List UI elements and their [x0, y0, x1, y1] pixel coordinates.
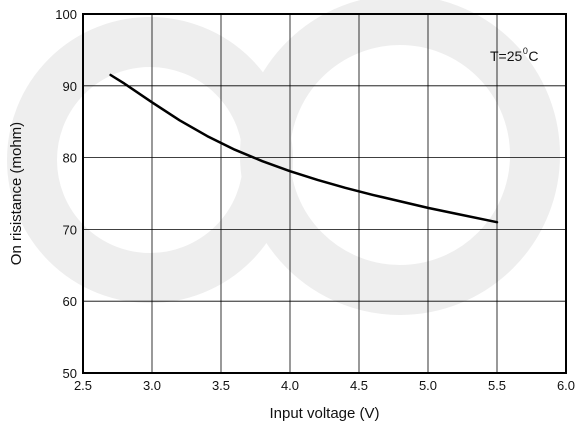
series-line	[109, 73, 499, 224]
plot-frame	[82, 13, 567, 374]
annotation-superscript: 0	[523, 46, 528, 56]
x-tick-label: 3.5	[212, 378, 230, 393]
x-tick-label: 3.0	[143, 378, 161, 393]
y-tick-label: 80	[63, 151, 77, 166]
x-tick-labels: 2.5 3.0 3.5 4.0 4.5 5.0 5.5 6.0	[74, 378, 575, 393]
y-tick-label: 50	[63, 366, 77, 381]
x-axis-label: Input voltage (V)	[269, 405, 379, 422]
x-tick-label: 4.5	[350, 378, 368, 393]
x-tick-label: 2.5	[74, 378, 92, 393]
y-tick-label: 70	[63, 222, 77, 237]
y-axis-label: On risistance (mohm)	[8, 122, 25, 265]
y-tick-label: 90	[63, 79, 77, 94]
watermark-ring	[240, 0, 560, 315]
annotation-suffix: C	[528, 48, 538, 64]
watermark-circles	[7, 0, 560, 315]
x-tick-label: 6.0	[557, 378, 575, 393]
x-tick-label: 4.0	[281, 378, 299, 393]
x-tick-label: 5.5	[488, 378, 506, 393]
annotation-text: T=25	[490, 48, 523, 64]
y-tick-label: 100	[55, 7, 77, 22]
x-tick-label: 5.0	[419, 378, 437, 393]
series-group	[109, 73, 499, 224]
temperature-annotation: T=25 0 C	[490, 46, 538, 64]
y-tick-label: 60	[63, 294, 77, 309]
y-tick-labels: 50 60 70 80 90 100	[55, 7, 77, 381]
